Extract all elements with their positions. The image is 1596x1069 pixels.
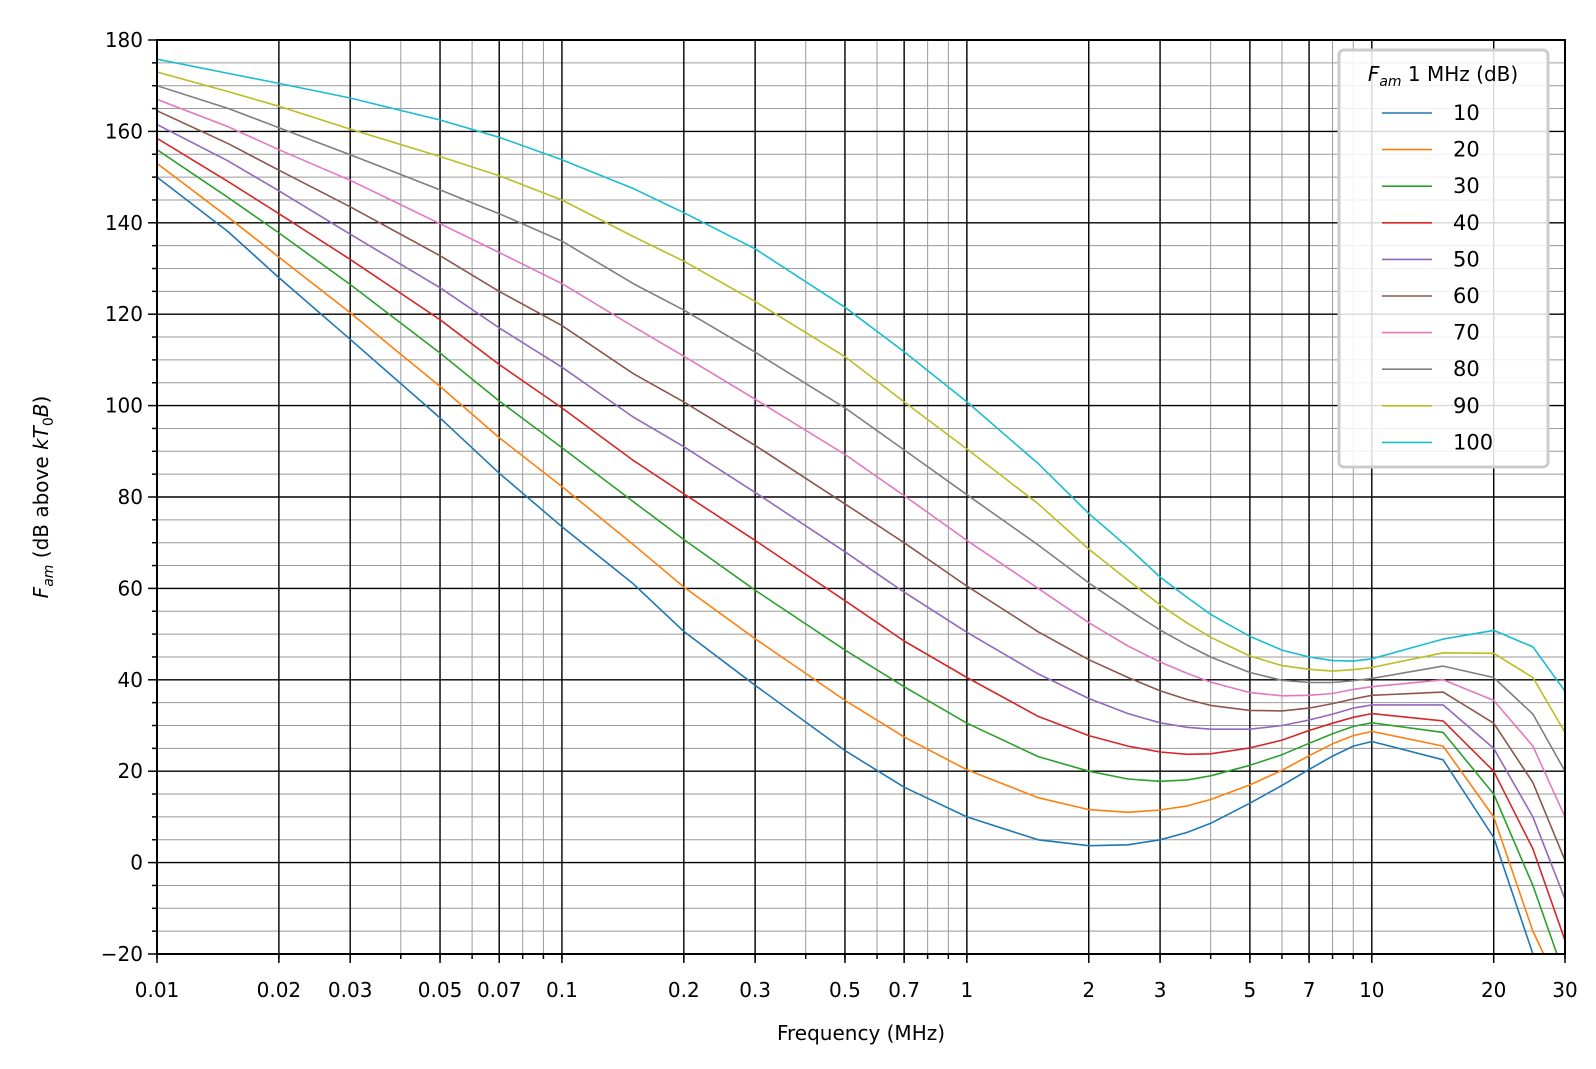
x-axis-title: Frequency (MHz): [777, 1021, 945, 1045]
legend-label-10: 10: [1453, 101, 1480, 125]
y-axis-title-subscript: am: [41, 565, 57, 587]
y-axis-title-b: B: [29, 403, 53, 417]
series-lines: [157, 58, 1565, 954]
x-tick-label: 7: [1303, 978, 1316, 1002]
y-axis-title-text: (dB above: [29, 450, 53, 565]
series-line-100: [157, 58, 1565, 692]
y-tick-label: 100: [105, 394, 143, 418]
y-tick-label: −20: [101, 942, 143, 966]
x-tick-label: 0.3: [739, 978, 771, 1002]
y-axis-title-kt-subscript: 0: [41, 417, 57, 426]
series-line-40: [157, 137, 1565, 941]
x-tick-label: 30: [1552, 978, 1577, 1002]
legend: Fam 1 MHz (dB) 10 20 30 40 50 60 70 80 90 100: [1337, 48, 1550, 469]
series-line-60: [157, 110, 1565, 861]
legend-label-70: 70: [1453, 321, 1480, 345]
y-tick-labels: −20 0 20 40 60 80 100 120 140 160 180: [101, 28, 143, 966]
legend-label-60: 60: [1453, 284, 1480, 308]
x-tick-label: 0.05: [418, 978, 463, 1002]
x-tick-label: 0.7: [888, 978, 920, 1002]
y-tick-label: 20: [118, 759, 143, 783]
x-tick-label: 0.03: [328, 978, 373, 1002]
legend-title-subscript: am: [1379, 74, 1401, 90]
legend-label-40: 40: [1453, 211, 1480, 235]
y-axis-title-kt: kT: [29, 424, 53, 450]
y-tick-label: 120: [105, 302, 143, 326]
y-tick-label: 40: [118, 668, 143, 692]
legend-title-symbol: F: [1368, 62, 1380, 86]
axis-ticks: [148, 39, 1566, 963]
x-tick-label: 20: [1481, 978, 1506, 1002]
series-line-90: [157, 71, 1565, 733]
x-tick-label: 10: [1359, 978, 1384, 1002]
x-tick-label: 1: [960, 978, 973, 1002]
series-line-20: [157, 162, 1545, 954]
x-tick-label: 0.02: [257, 978, 302, 1002]
x-tick-label: 0.01: [135, 978, 180, 1002]
x-tick-label: 0.07: [477, 978, 522, 1002]
x-tick-label: 0.5: [829, 978, 861, 1002]
legend-label-100: 100: [1453, 430, 1493, 454]
x-tick-label: 5: [1244, 978, 1257, 1002]
legend-label-30: 30: [1453, 174, 1480, 198]
y-tick-label: 60: [118, 576, 143, 600]
series-line-50: [157, 123, 1565, 900]
y-tick-label: 80: [118, 485, 143, 509]
legend-label-50: 50: [1453, 247, 1480, 271]
y-axis-title-symbol: F: [29, 586, 53, 598]
series-line-80: [157, 84, 1565, 772]
legend-box: [1337, 48, 1550, 469]
series-line-30: [157, 149, 1558, 954]
x-tick-label: 0.1: [546, 978, 578, 1002]
legend-title-text: 1 MHz (dB): [1402, 62, 1519, 86]
y-tick-label: 180: [105, 28, 143, 52]
x-tick-label: 0.2: [668, 978, 700, 1002]
legend-label-20: 20: [1453, 138, 1480, 162]
y-tick-label: 160: [105, 119, 143, 143]
legend-label-90: 90: [1453, 394, 1480, 418]
legend-label-80: 80: [1453, 357, 1480, 381]
x-tick-label: 3: [1154, 978, 1167, 1002]
y-tick-label: 0: [130, 851, 143, 875]
series-line-10: [157, 176, 1534, 954]
legend-title: Fam 1 MHz (dB): [1368, 62, 1518, 90]
x-tick-label: 2: [1082, 978, 1095, 1002]
y-tick-label: 140: [105, 211, 143, 235]
x-tick-labels: 0.01 0.02 0.03 0.05 0.07 0.1 0.2 0.3 0.5 0.7 1 2 3 5 7…: [135, 978, 1578, 1002]
y-axis-title: Fam (dB above kT0B): [29, 396, 57, 599]
series-line-70: [157, 98, 1565, 818]
legend-entries: 10 20 30 40 50 60 70 80 90 100: [1382, 101, 1493, 454]
y-axis-title-close: ): [29, 396, 53, 404]
